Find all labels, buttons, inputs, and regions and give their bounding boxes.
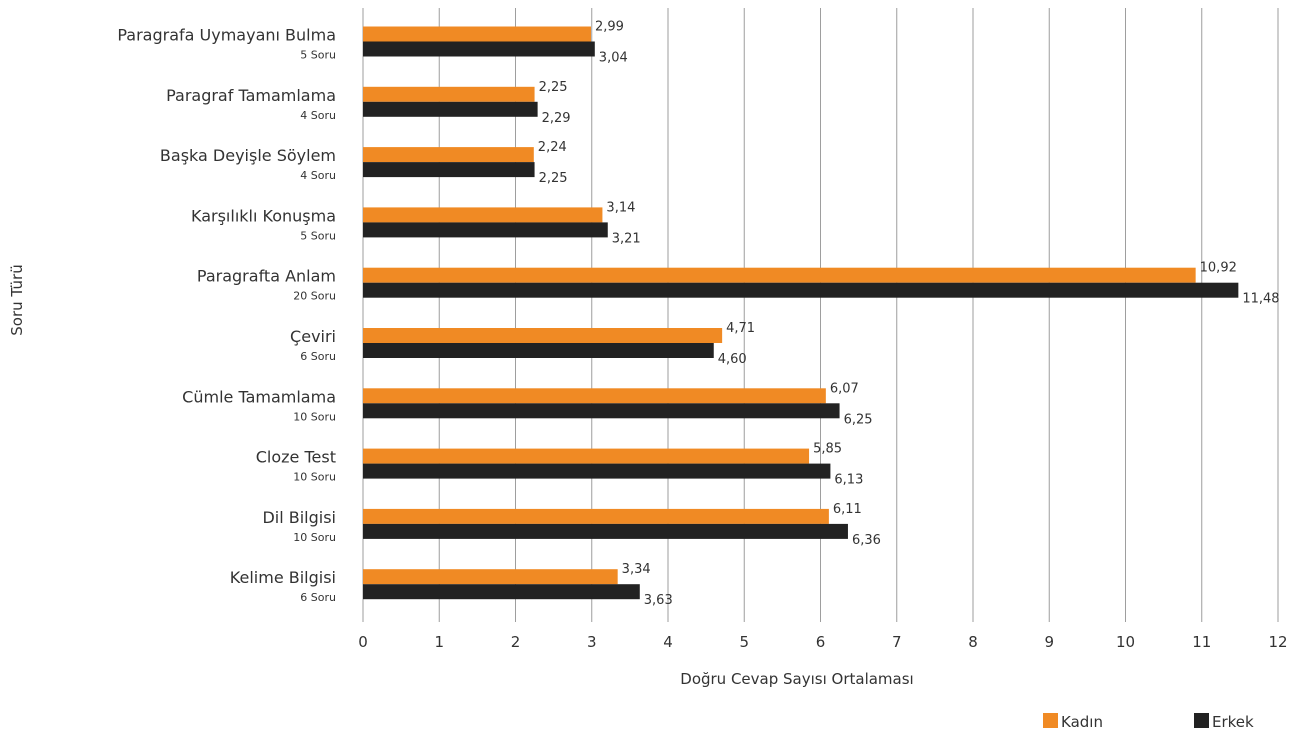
bar-kadin (363, 508, 829, 524)
x-tick-label: 8 (968, 633, 978, 651)
category-label: Kelime Bilgisi (230, 568, 336, 587)
data-label: 6,36 (852, 533, 881, 548)
category-label: Karşılıklı Konuşma (191, 206, 336, 225)
bar-kadin (363, 26, 591, 42)
bar-kadin (363, 569, 618, 585)
data-label: 10,92 (1200, 261, 1237, 276)
x-tick-label: 3 (587, 633, 597, 651)
category-sublabel: 5 Soru (300, 49, 336, 62)
bar-erkek (363, 403, 840, 419)
category-label: Başka Deyişle Söylem (160, 146, 336, 165)
category-sublabel: 20 Soru (293, 290, 336, 303)
data-label: 3,04 (599, 51, 628, 66)
x-tick-label: 12 (1268, 633, 1287, 651)
data-label: 2,29 (542, 111, 571, 126)
data-label: 2,25 (539, 171, 568, 186)
category-label: Paragrafa Uymayanı Bulma (117, 26, 336, 45)
category-label: Cümle Tamamlama (182, 387, 336, 406)
data-label: 11,48 (1242, 292, 1279, 307)
x-tick-label: 10 (1116, 633, 1135, 651)
bar-kadin (363, 328, 723, 343)
category-sublabel: 6 Soru (300, 591, 336, 604)
data-label: 6,07 (830, 381, 859, 396)
legend: Kadın Erkek (1043, 713, 1254, 731)
category-sublabel: 5 Soru (300, 229, 336, 242)
bar-erkek (363, 584, 640, 600)
bar-kadin (363, 448, 810, 464)
bar-erkek (363, 523, 848, 539)
bar-erkek (363, 162, 535, 178)
category-sublabel: 10 Soru (293, 410, 336, 423)
bars (363, 26, 1239, 600)
category-label: Cloze Test (256, 448, 336, 467)
x-axis-title: Doğru Cevap Sayısı Ortalaması (680, 670, 913, 688)
x-tick-label: 11 (1192, 633, 1211, 651)
category-sublabel: 4 Soru (300, 109, 336, 122)
legend-swatch (1194, 713, 1209, 728)
bar-erkek (363, 343, 714, 358)
data-label: 6,25 (844, 412, 873, 427)
category-sublabel: 10 Soru (293, 531, 336, 544)
bar-kadin (363, 388, 826, 404)
x-tick-label: 4 (663, 633, 673, 651)
y-axis-title: Soru Türü (8, 264, 26, 335)
category-label: Çeviri (290, 327, 336, 346)
x-tick-label: 5 (739, 633, 749, 651)
category-sublabel: 10 Soru (293, 471, 336, 484)
legend-swatch (1043, 713, 1058, 728)
x-tick-label: 6 (816, 633, 826, 651)
category-sublabel: 4 Soru (300, 169, 336, 182)
category-label: Paragrafta Anlam (197, 267, 336, 286)
bar-erkek (363, 41, 595, 57)
data-label: 4,71 (726, 321, 755, 336)
data-label: 4,60 (718, 352, 747, 367)
data-label: 6,13 (834, 473, 863, 488)
category-sublabel: 6 Soru (300, 350, 336, 363)
x-tick-label: 7 (892, 633, 902, 651)
data-label: 3,34 (622, 562, 651, 577)
category-label: Paragraf Tamamlama (166, 86, 336, 105)
bar-kadin (363, 207, 603, 223)
bar-erkek (363, 282, 1239, 298)
x-tick-label: 1 (434, 633, 444, 651)
data-label: 2,99 (595, 20, 624, 35)
category-label: Dil Bilgisi (262, 508, 336, 527)
bar-erkek (363, 101, 538, 117)
bar-kadin (363, 86, 535, 102)
bar-erkek (363, 463, 831, 479)
legend-label: Erkek (1212, 713, 1254, 731)
legend-label: Kadın (1061, 713, 1103, 731)
x-tick-label: 0 (358, 633, 368, 651)
bar-kadin (363, 267, 1196, 283)
data-label: 2,25 (539, 80, 568, 95)
bar-kadin (363, 147, 534, 163)
data-label: 5,85 (813, 442, 842, 457)
data-label: 2,24 (538, 140, 567, 155)
bar-erkek (363, 222, 608, 238)
data-label: 3,63 (644, 593, 673, 608)
data-label: 6,11 (833, 502, 862, 517)
data-label: 3,21 (612, 231, 641, 246)
x-tick-label: 2 (511, 633, 521, 651)
data-label: 3,14 (606, 200, 635, 215)
x-tick-label: 9 (1044, 633, 1054, 651)
